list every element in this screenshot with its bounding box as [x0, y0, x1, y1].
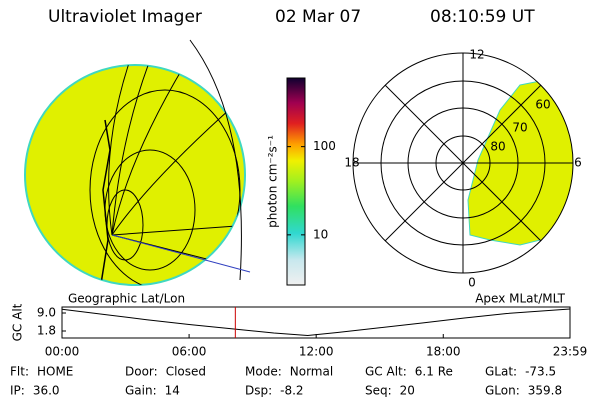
status-value: 359.8 [528, 384, 562, 398]
polar-map [352, 52, 574, 274]
status-value: -73.5 [525, 365, 556, 379]
status-label: Dsp: [245, 384, 272, 398]
status-label: Flt: [10, 365, 29, 379]
x-tick-label: 06:00 [172, 345, 207, 359]
title: Ultraviolet Imager [48, 7, 202, 27]
date: 02 Mar 07 [275, 7, 361, 27]
status-value: 14 [165, 384, 180, 398]
status-label: GC Alt: [365, 365, 407, 379]
status-value: 6.1 Re [415, 365, 453, 379]
colorbar-tick-label: 10 [313, 227, 328, 241]
mlt-label: 6 [574, 156, 582, 170]
panel-label: Apex MLat/MLT [475, 292, 565, 306]
x-tick-label: 12:00 [299, 345, 334, 359]
panel-label: Geographic Lat/Lon [68, 292, 185, 306]
status-label: GLon: [485, 384, 520, 398]
x-tick-label: 00:00 [45, 345, 80, 359]
mlt-label: 18 [344, 156, 359, 170]
x-tick-label: 23:59 [553, 345, 588, 359]
status-label: Gain: [125, 384, 157, 398]
status-label: Door: [125, 365, 158, 379]
status-value: -8.2 [280, 384, 303, 398]
status-value: 36.0 [33, 384, 60, 398]
status-label: Mode: [245, 365, 282, 379]
colorbar [286, 77, 306, 286]
y-tick-label: 9.0 [37, 306, 56, 320]
mlt-label: 12 [469, 48, 484, 62]
plot-frame [61, 306, 571, 339]
x-tick-label: 18:00 [426, 345, 461, 359]
status-label: IP: [10, 384, 25, 398]
lat-label: 70 [512, 121, 527, 135]
status-value: Normal [290, 365, 333, 379]
time: 08:10:59 UT [430, 7, 535, 27]
colorbar-label: photon cm⁻²s⁻¹ [266, 135, 280, 228]
geo-map [24, 39, 251, 286]
lat-label: 80 [490, 140, 505, 154]
status-value: Closed [166, 365, 206, 379]
status-value: HOME [37, 365, 73, 379]
colorbar-tick-label: 100 [313, 139, 336, 153]
lat-label: 60 [535, 98, 550, 112]
status-value: 20 [400, 384, 415, 398]
altitude-line [61, 308, 571, 337]
mlt-label: 0 [468, 276, 476, 290]
status-label: Seq: [365, 384, 392, 398]
y-axis-label: GC Alt [11, 303, 25, 341]
y-tick-label: 1.8 [37, 324, 56, 338]
status-label: GLat: [485, 365, 517, 379]
